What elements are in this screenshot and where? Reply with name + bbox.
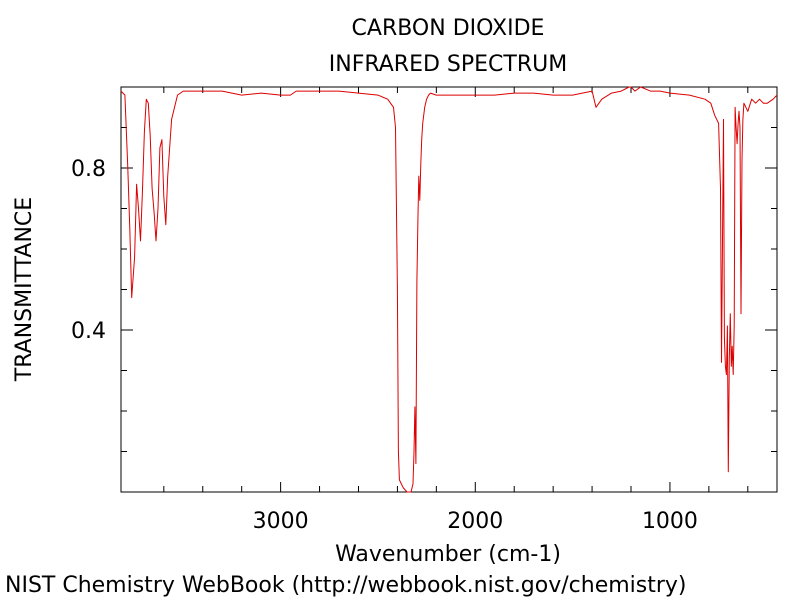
x-tick-label: 1000 [642, 509, 698, 534]
plot-frame [120, 86, 778, 493]
series-layer [120, 86, 778, 493]
x-axis-label: Wavenumber (cm-1) [335, 542, 561, 567]
x-tick-label: 2000 [447, 509, 503, 534]
y-axis-label: TRANSMITTANCE [12, 197, 37, 382]
y-tick-label: 0.8 [71, 157, 106, 182]
x-axis-ticks: 3000 2000 1000 [163, 87, 749, 534]
spectrum-line [120, 86, 778, 493]
source-credit: NIST Chemistry WebBook (http://webbook.n… [5, 573, 687, 598]
x-tick-label: 3000 [253, 509, 309, 534]
y-tick-label: 0.4 [71, 319, 106, 344]
chart-title: CARBON DIOXIDE [352, 16, 545, 41]
chart-subtitle: INFRARED SPECTRUM [329, 52, 567, 77]
y-axis-ticks: 0.8 0.4 [71, 127, 777, 452]
